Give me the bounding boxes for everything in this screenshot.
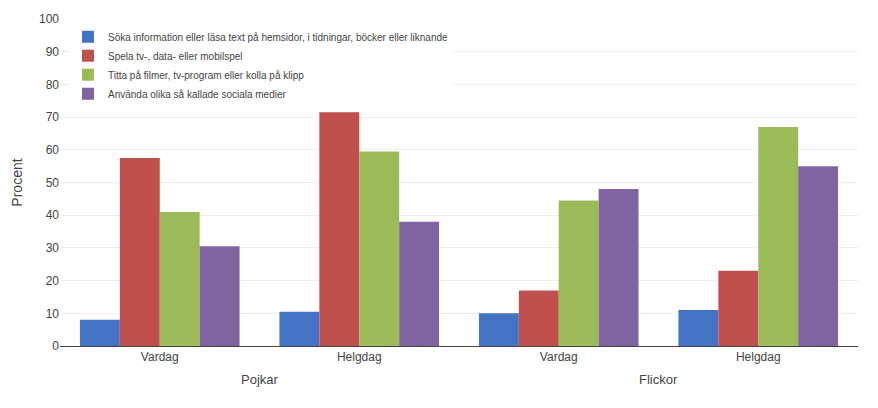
svg-text:100: 100 (39, 12, 59, 26)
svg-text:Flickor: Flickor (639, 372, 678, 387)
svg-text:Vardag: Vardag (141, 350, 179, 364)
svg-text:10: 10 (46, 307, 60, 321)
svg-text:50: 50 (46, 176, 60, 190)
svg-text:Procent: Procent (9, 158, 25, 206)
svg-text:Vardag: Vardag (540, 350, 578, 364)
svg-text:Använda olika så kallade socia: Använda olika så kallade sociala medier (108, 89, 287, 100)
svg-text:70: 70 (46, 110, 60, 124)
svg-text:60: 60 (46, 143, 60, 157)
svg-text:Helgdag: Helgdag (736, 350, 781, 364)
svg-text:30: 30 (46, 241, 60, 255)
svg-text:Söka information eller läsa te: Söka information eller läsa text på hems… (108, 32, 448, 43)
svg-text:Spela tv-, data- eller mobilsp: Spela tv-, data- eller mobilspel (108, 51, 243, 62)
svg-text:20: 20 (46, 274, 60, 288)
svg-text:Helgdag: Helgdag (337, 350, 382, 364)
svg-text:Titta på filmer, tv-program el: Titta på filmer, tv-program eller kolla … (108, 70, 304, 81)
svg-text:0: 0 (52, 339, 59, 353)
svg-text:80: 80 (46, 78, 60, 92)
svg-text:40: 40 (46, 208, 60, 222)
svg-text:90: 90 (46, 45, 60, 59)
svg-text:Pojkar: Pojkar (241, 372, 279, 387)
